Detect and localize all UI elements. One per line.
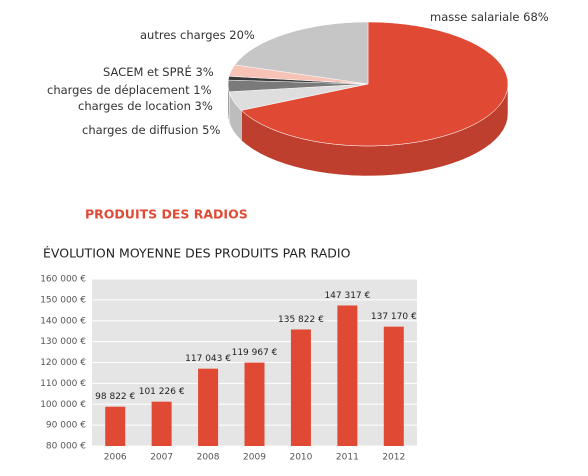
- value-label: 101 226 €: [139, 387, 185, 397]
- bar: [383, 326, 404, 446]
- bar: [337, 305, 358, 446]
- slice-label: autres charges 20%: [140, 28, 255, 42]
- slice-value-label: 3%: [195, 65, 213, 79]
- value-label: 135 822 €: [278, 315, 324, 325]
- value-label: 98 822 €: [95, 392, 135, 402]
- x-tick-label: 2011: [336, 453, 359, 463]
- slice-category: autres charges: [140, 28, 226, 42]
- bar: [198, 368, 219, 446]
- section-heading: PRODUITS DES RADIOS: [85, 207, 248, 222]
- slice-category: charges de diffusion: [82, 123, 198, 137]
- y-tick-label: 100 000 €: [40, 400, 86, 410]
- slice-value-label: 3%: [195, 99, 213, 113]
- slice-label: charges de location 3%: [78, 99, 213, 113]
- x-tick-label: 2006: [104, 453, 127, 463]
- chart-title: ÉVOLUTION MOYENNE DES PRODUITS PAR RADIO: [43, 246, 351, 261]
- pie-slice: [240, 21, 509, 147]
- bar: [151, 401, 172, 446]
- slice-label: charges de déplacement 1%: [47, 83, 212, 97]
- slice-category: masse salariale: [430, 10, 519, 24]
- x-tick-label: 2007: [150, 453, 173, 463]
- y-tick-label: 130 000 €: [40, 337, 86, 347]
- value-label: 147 317 €: [324, 291, 370, 301]
- pie-slice: [234, 21, 369, 85]
- slice-label: masse salariale 68%: [430, 10, 549, 24]
- y-tick-label: 120 000 €: [40, 358, 86, 368]
- y-tick-label: 90 000 €: [46, 421, 86, 431]
- value-label: 117 043 €: [185, 354, 231, 364]
- value-label: 137 170 €: [371, 312, 417, 322]
- y-tick-label: 80 000 €: [46, 442, 86, 452]
- slice-category: SACEM et SPRÉ: [103, 64, 192, 79]
- slice-value-label: 1%: [193, 83, 211, 97]
- bar: [290, 329, 311, 446]
- slice-label: charges de diffusion 5%: [82, 123, 220, 137]
- y-tick-label: 160 000 €: [40, 275, 86, 285]
- x-tick-label: 2010: [289, 453, 312, 463]
- y-tick-label: 140 000 €: [40, 316, 86, 326]
- slice-value-label: 5%: [202, 123, 220, 137]
- y-tick-label: 150 000 €: [40, 295, 86, 305]
- slice-label: SACEM et SPRÉ 3%: [103, 64, 214, 79]
- slice-value-label: 68%: [523, 10, 549, 24]
- slice-category: charges de déplacement: [47, 83, 190, 97]
- slice-value-label: 20%: [229, 28, 255, 42]
- value-label: 119 967 €: [232, 348, 278, 358]
- x-tick-label: 2009: [243, 453, 266, 463]
- x-tick-label: 2008: [197, 453, 220, 463]
- bar: [105, 406, 126, 446]
- y-tick-label: 110 000 €: [40, 379, 86, 389]
- slice-category: charges de location: [78, 99, 191, 113]
- bar: [244, 362, 265, 446]
- x-tick-label: 2012: [382, 453, 405, 463]
